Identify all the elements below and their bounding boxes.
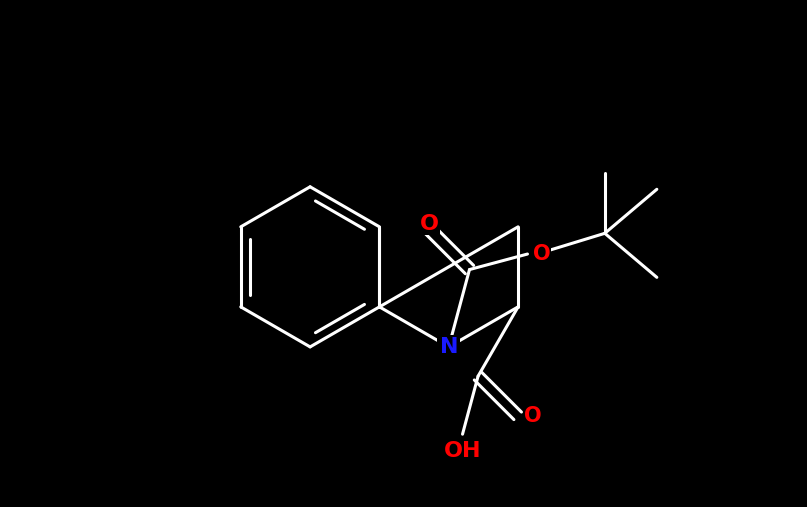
Text: O: O bbox=[420, 213, 439, 234]
Text: OH: OH bbox=[444, 441, 481, 460]
Text: N: N bbox=[440, 337, 458, 357]
Text: O: O bbox=[524, 406, 541, 426]
Text: O: O bbox=[533, 244, 550, 264]
